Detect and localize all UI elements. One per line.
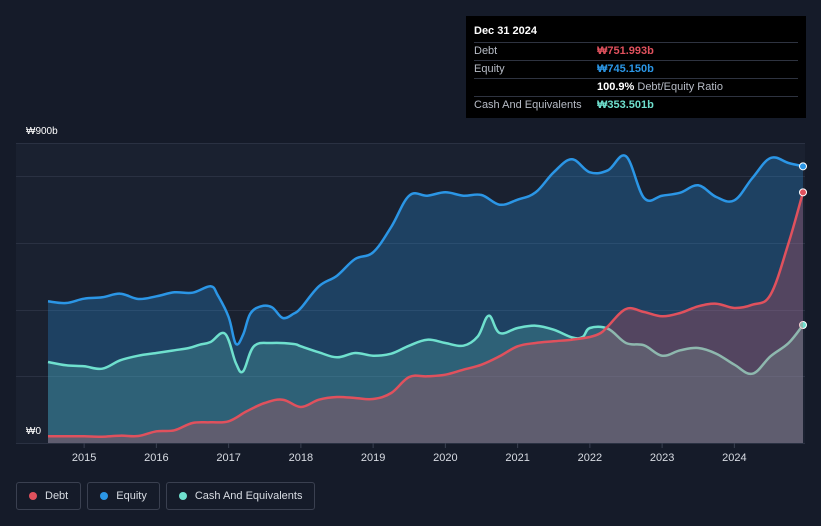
- cash-dot-icon: [178, 492, 187, 500]
- legend-item-equity[interactable]: Equity: [87, 482, 160, 510]
- equity-line: [47, 154, 804, 346]
- legend-equity-label: Equity: [116, 490, 147, 502]
- equity-area: [48, 155, 803, 443]
- tooltip: Dec 31 2024 Debt ₩751.993b Equity ₩745.1…: [466, 16, 806, 118]
- legend-item-debt[interactable]: Debt: [16, 482, 82, 510]
- tooltip-row-ratio: 100.9% Debt/Equity Ratio: [474, 79, 798, 97]
- equity-dot-icon: [100, 492, 109, 500]
- cash-area: [48, 315, 803, 443]
- cash-endpoint: [799, 321, 807, 329]
- y-axis-top-label: ₩900b: [26, 126, 58, 137]
- tooltip-row-debt: Debt ₩751.993b: [474, 43, 798, 61]
- x-tick-label: 2015: [72, 452, 96, 464]
- tooltip-debt-value: ₩751.993b: [597, 45, 654, 57]
- y-axis-bottom-label: ₩0: [26, 426, 41, 437]
- x-tick-label: 2022: [578, 452, 602, 464]
- legend-cash-label: Cash And Equivalents: [194, 490, 303, 502]
- debt-dot-icon: [29, 492, 37, 500]
- x-tick-label: 2020: [433, 452, 457, 464]
- legend-debt-label: Debt: [45, 490, 69, 502]
- tooltip-ratio-value: 100.9%: [597, 81, 635, 93]
- x-tick-label: 2016: [144, 452, 168, 464]
- tooltip-cash-value: ₩353.501b: [597, 99, 654, 111]
- x-axis: 2015 2016 2017 2018 2019 2020 2021 2022 2023 2024: [72, 443, 747, 464]
- cash-line: [47, 314, 804, 376]
- tooltip-ratio: 100.9% Debt/Equity Ratio: [597, 79, 723, 95]
- x-tick-label: 2017: [216, 452, 240, 464]
- x-tick-label: 2019: [361, 452, 385, 464]
- debt-line: [48, 191, 805, 438]
- series-areas: [47, 154, 807, 443]
- legend: Debt Equity Cash And Equivalents: [16, 482, 316, 510]
- tooltip-cash-label: Cash And Equivalents: [474, 99, 582, 111]
- tooltip-ratio-label: Debt/Equity Ratio: [637, 81, 723, 93]
- tooltip-row-cash: Cash And Equivalents ₩353.501b: [474, 97, 798, 114]
- tooltip-row-equity: Equity ₩745.150b: [474, 61, 798, 79]
- tooltip-equity-value: ₩745.150b: [597, 63, 654, 75]
- tooltip-date: Dec 31 2024: [474, 24, 798, 43]
- x-tick-label: 2018: [289, 452, 313, 464]
- x-tick-label: 2024: [722, 452, 746, 464]
- tooltip-debt-label: Debt: [474, 45, 498, 57]
- debt-endpoint: [799, 188, 807, 197]
- legend-item-cash[interactable]: Cash And Equivalents: [165, 482, 316, 510]
- tooltip-equity-label: Equity: [474, 63, 505, 75]
- x-tick-label: 2023: [650, 452, 674, 464]
- debt-area: [48, 192, 803, 443]
- x-tick-label: 2021: [505, 452, 529, 464]
- equity-endpoint: [799, 162, 807, 171]
